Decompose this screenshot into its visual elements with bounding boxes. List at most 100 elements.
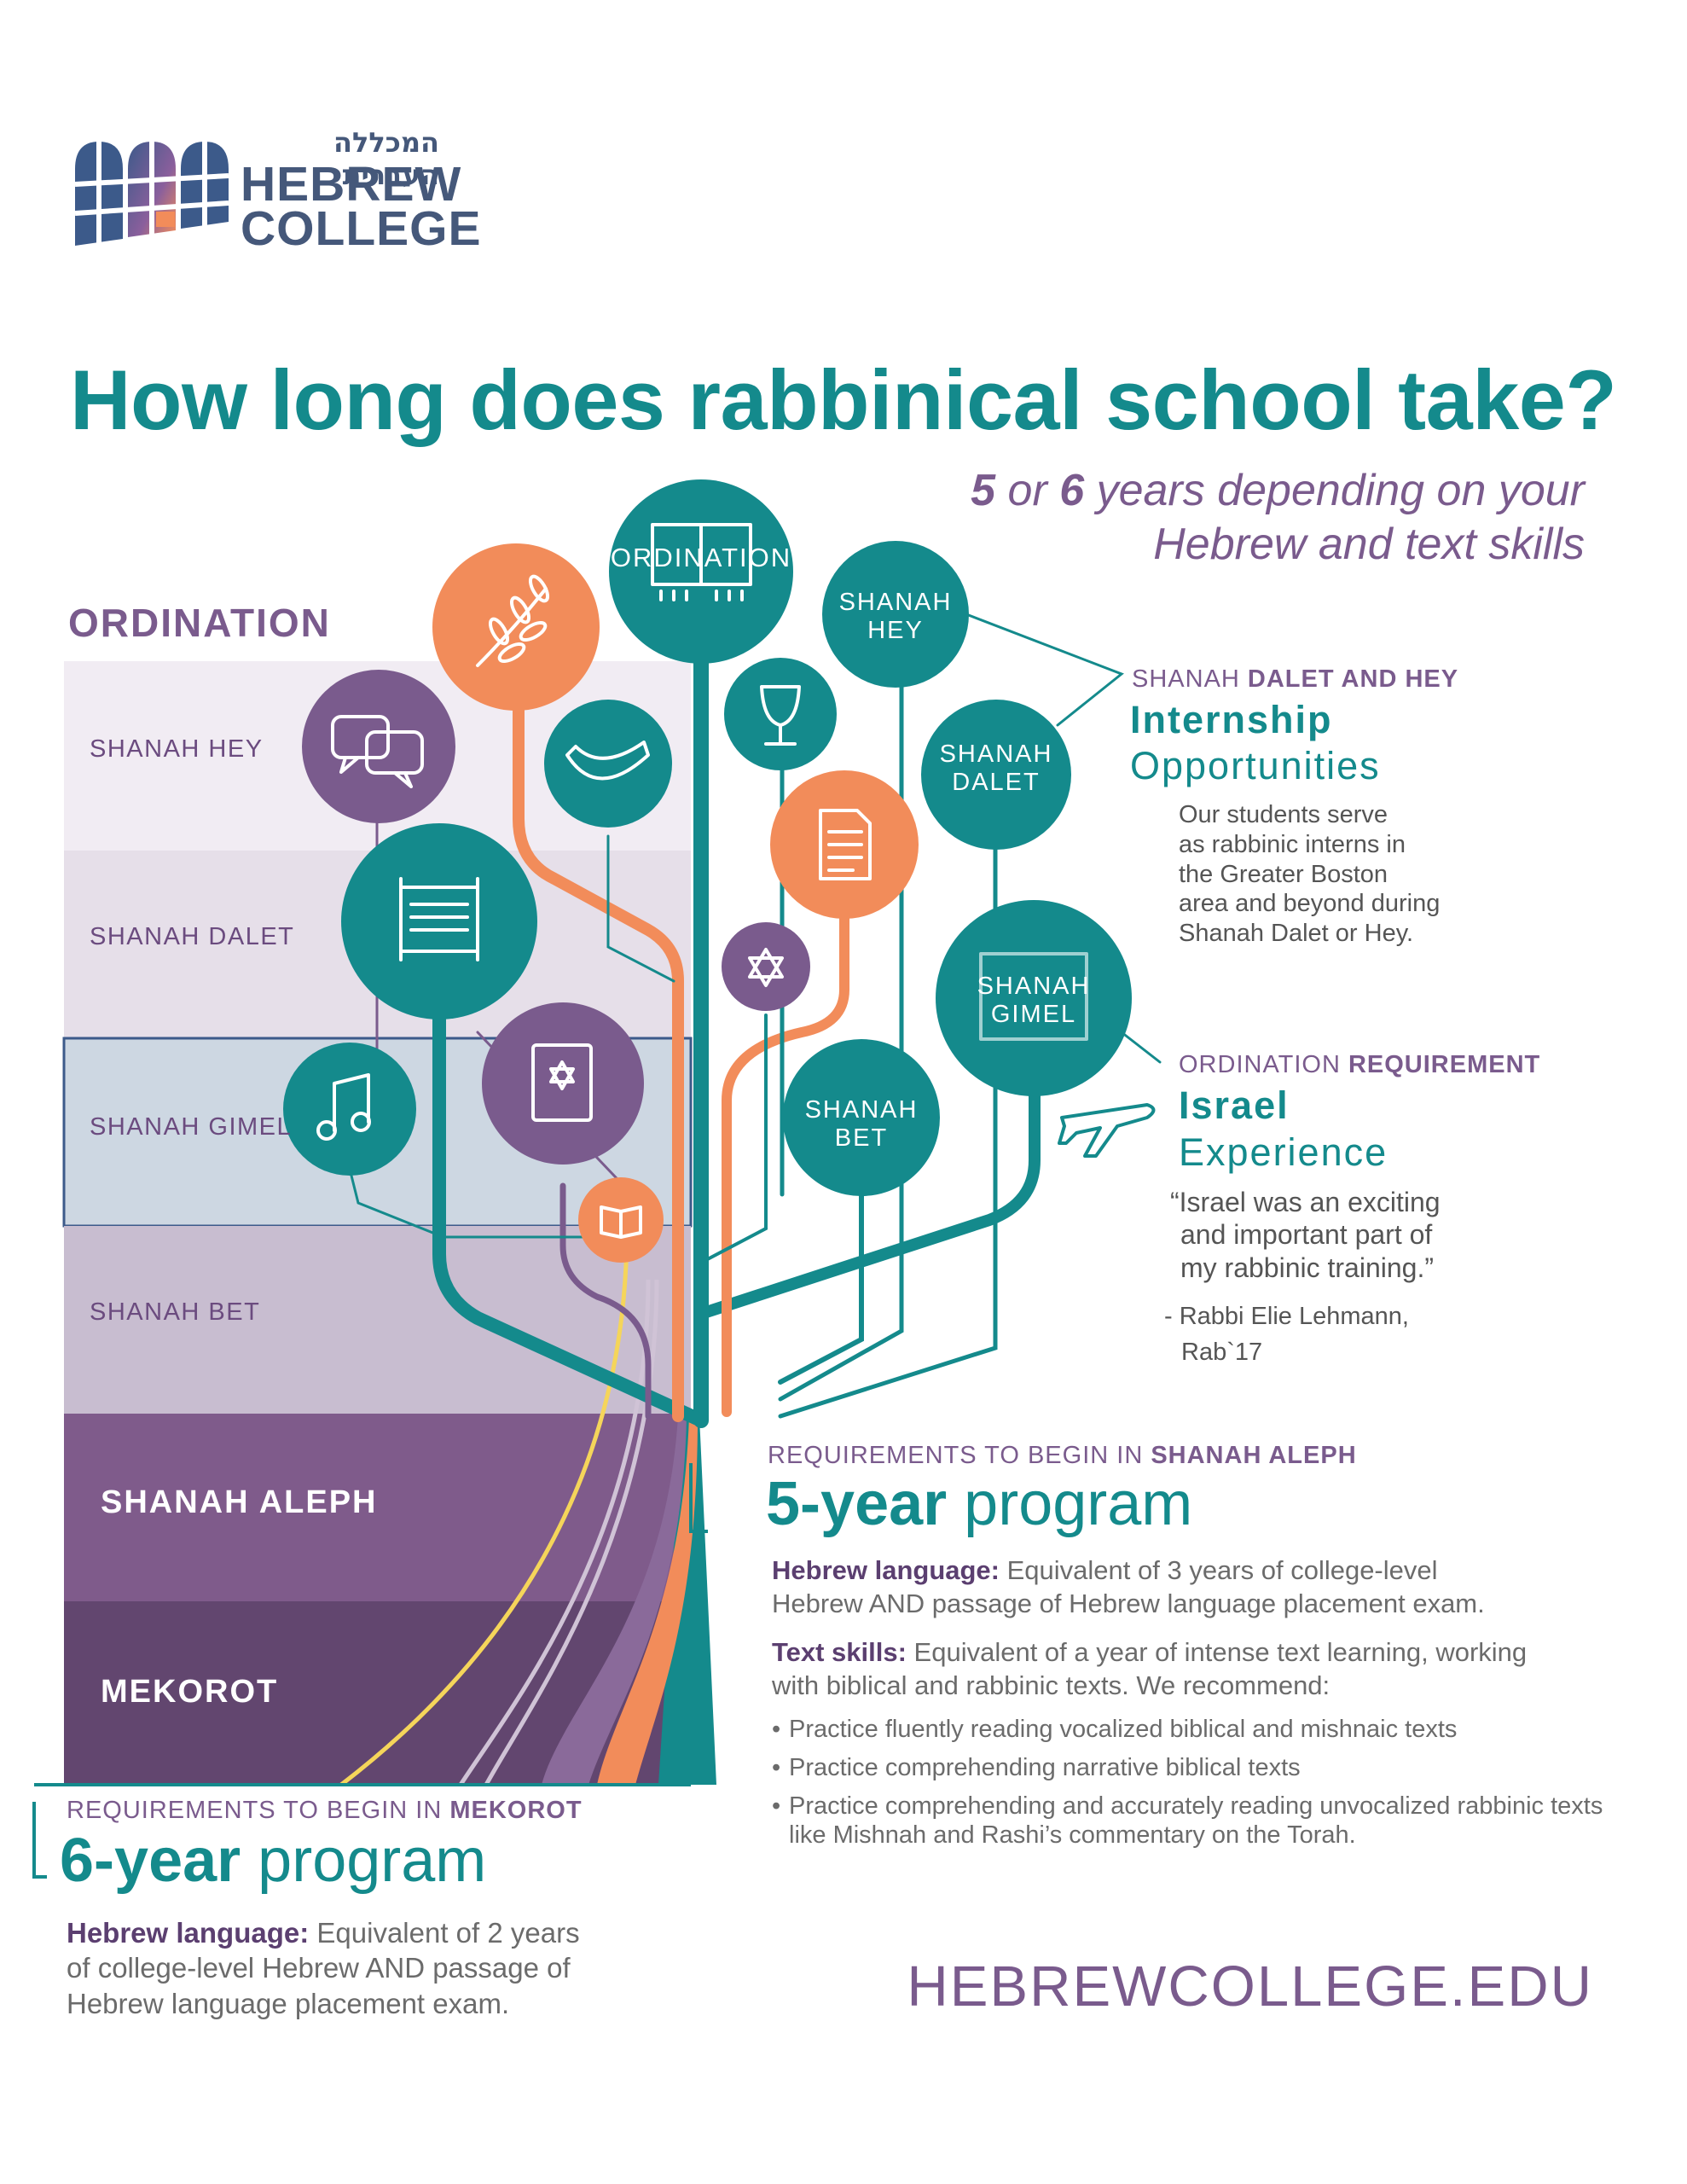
chat-bubbles-icon	[331, 715, 424, 788]
internship-body-line: as rabbinic interns in	[1179, 830, 1406, 858]
document-icon	[819, 809, 872, 880]
israel-eyebrow: ORDINATION REQUIREMENT	[1179, 1051, 1540, 1079]
internship-body-line: Shanah Dalet or Hey.	[1179, 920, 1414, 948]
six-year-title: 6-year program	[60, 1826, 486, 1896]
internship-body-line: area and beyond during	[1179, 890, 1441, 918]
internship-eyebrow-bold: DALET AND HEY	[1247, 665, 1459, 693]
five-year-bullets: Practice fluently reading vocalized bibl…	[772, 1715, 1625, 1859]
internship-body-line: the Greater Boston	[1179, 860, 1388, 888]
node-label-shanah-dalet-2: DALET	[952, 769, 1041, 797]
five-year-text-text2: with biblical and rabbinic texts. We rec…	[772, 1670, 1330, 1700]
five-year-hebrew-label: Hebrew language:	[772, 1555, 1000, 1585]
node-olive-branch	[432, 543, 600, 711]
list-item: Practice fluently reading vocalized bibl…	[772, 1715, 1625, 1745]
kiddush-cup-icon	[760, 685, 801, 746]
music-note-icon	[316, 1073, 371, 1141]
israel-quote-line: and important part of	[1180, 1219, 1433, 1251]
node-shofar	[544, 700, 672, 828]
logo-line1: HEBREW	[241, 157, 462, 212]
six-year-eyebrow-pre: REQUIREMENTS TO BEGIN IN	[67, 1797, 450, 1824]
subtitle-six: 6	[1059, 466, 1085, 515]
node-label-shanah-dalet: SHANAH DALET	[919, 741, 1073, 798]
node-cup	[724, 658, 837, 770]
olive-branch-icon	[476, 574, 550, 667]
subtitle-line2: Hebrew and text skills	[1153, 520, 1585, 569]
five-year-eyebrow: REQUIREMENTS TO BEGIN IN SHANAH ALEPH	[768, 1442, 1357, 1470]
israel-attribution-line: Rab`17	[1181, 1339, 1263, 1367]
subtitle-or: or	[995, 466, 1060, 515]
root-yellow	[339, 1228, 629, 1786]
internship-body-line: Our students serve	[1179, 801, 1388, 828]
israel-quote-line: my rabbinic training.”	[1180, 1252, 1434, 1283]
six-year-eyebrow-bold: MEKOROT	[449, 1797, 583, 1824]
node-label-shanah-hey-2: HEY	[867, 617, 924, 645]
root-orange	[597, 1416, 698, 1785]
node-music	[283, 1043, 416, 1176]
trunk	[658, 1416, 716, 1785]
logo-hebrew-text: המכללה העברית	[333, 126, 439, 191]
subtitle-rest: years depending on your	[1084, 466, 1585, 515]
root-purple	[542, 1416, 687, 1785]
six-year-hebrew-label: Hebrew language:	[67, 1917, 310, 1949]
five-year-title-rest: program	[947, 1470, 1193, 1538]
website-link[interactable]: HEBREWCOLLEGE.EDU	[907, 1955, 1593, 2018]
israel-quote: “Israel was an exciting and important pa…	[1170, 1186, 1441, 1284]
band-label-shanah-aleph: SHANAH ALEPH	[101, 1484, 378, 1520]
five-year-title: 5-year program	[766, 1469, 1192, 1539]
logo-mark-icon	[75, 135, 229, 247]
israel-eyebrow-pre: ORDINATION	[1179, 1051, 1348, 1078]
open-book-icon	[600, 1205, 642, 1239]
subtitle-five: 5	[971, 466, 996, 515]
torah-scroll-icon	[399, 877, 479, 961]
node-label-shanah-gimel-2: GIMEL	[990, 1001, 1077, 1029]
five-year-text-text: Equivalent of a year of intense text lea…	[906, 1637, 1528, 1667]
list-item: Practice comprehending narrative biblica…	[772, 1753, 1625, 1783]
six-year-hebrew: Hebrew language: Equivalent of 2 years o…	[67, 1915, 664, 2021]
israel-quote-line: “Israel was an exciting	[1170, 1187, 1441, 1217]
band-label-shanah-bet: SHANAH BET	[90, 1298, 261, 1326]
tallit-gimel-icon	[979, 952, 1088, 1041]
israel-attribution: - Rabbi Elie Lehmann, Rab`17	[1164, 1298, 1409, 1370]
five-year-hebrew-text2: Hebrew AND passage of Hebrew language pl…	[772, 1588, 1485, 1618]
five-year-text-label: Text skills:	[772, 1637, 907, 1667]
star-of-david-icon	[748, 948, 784, 987]
israel-title2: Experience	[1179, 1130, 1388, 1174]
node-label-shanah-bet-2: BET	[834, 1124, 889, 1153]
five-year-text-skills: Text skills: Equivalent of a year of int…	[772, 1636, 1667, 1703]
node-shanah-dalet	[921, 700, 1071, 850]
node-chat	[302, 670, 455, 823]
internship-eyebrow-pre: SHANAH	[1132, 665, 1248, 693]
page-title: How long does rabbinical school take?	[70, 352, 1617, 447]
airplane-icon	[1058, 1103, 1156, 1158]
six-year-hebrew-text: Equivalent of 2 years	[309, 1917, 580, 1949]
book-star-icon	[531, 1043, 593, 1122]
five-year-title-bold: 5-year	[766, 1470, 948, 1538]
israel-attribution-line: - Rabbi Elie Lehmann,	[1164, 1303, 1409, 1330]
node-shanah-bet	[783, 1039, 940, 1196]
band-label-ordination: ORDINATION	[68, 601, 331, 645]
node-label-shanah-bet: SHANAH BET	[785, 1096, 938, 1153]
node-label-shanah-hey: SHANAH HEY	[819, 589, 972, 646]
five-year-eyebrow-bold: SHANAH ALEPH	[1151, 1442, 1357, 1469]
six-year-title-rest: program	[241, 1827, 487, 1895]
node-label-shanah-bet-1: SHANAH	[804, 1096, 919, 1124]
israel-title1: Israel	[1179, 1083, 1290, 1127]
list-item: Practice comprehending and accurately re…	[772, 1792, 1625, 1851]
six-year-hebrew-text2: of college-level Hebrew AND passage of	[67, 1952, 571, 1984]
internship-eyebrow: SHANAH DALET AND HEY	[1132, 665, 1458, 694]
five-year-hebrew: Hebrew language: Equivalent of 3 years o…	[772, 1554, 1667, 1621]
band-label-mekorot: MEKOROT	[101, 1674, 279, 1710]
node-shanah-hey	[822, 541, 969, 688]
internship-title2: Opportunities	[1130, 744, 1381, 787]
israel-eyebrow-bold: REQUIREMENT	[1348, 1051, 1541, 1078]
node-star	[722, 922, 810, 1011]
shofar-icon	[565, 741, 650, 781]
six-year-eyebrow: REQUIREMENTS TO BEGIN IN MEKOROT	[67, 1797, 583, 1825]
five-year-eyebrow-pre: REQUIREMENTS TO BEGIN IN	[768, 1442, 1151, 1469]
logo-line2: COLLEGE	[241, 201, 482, 256]
node-label-shanah-hey-1: SHANAH	[838, 589, 953, 616]
band-shanah-bet	[64, 1226, 691, 1414]
node-shanah-gimel	[936, 900, 1132, 1096]
node-torah	[341, 823, 537, 1019]
